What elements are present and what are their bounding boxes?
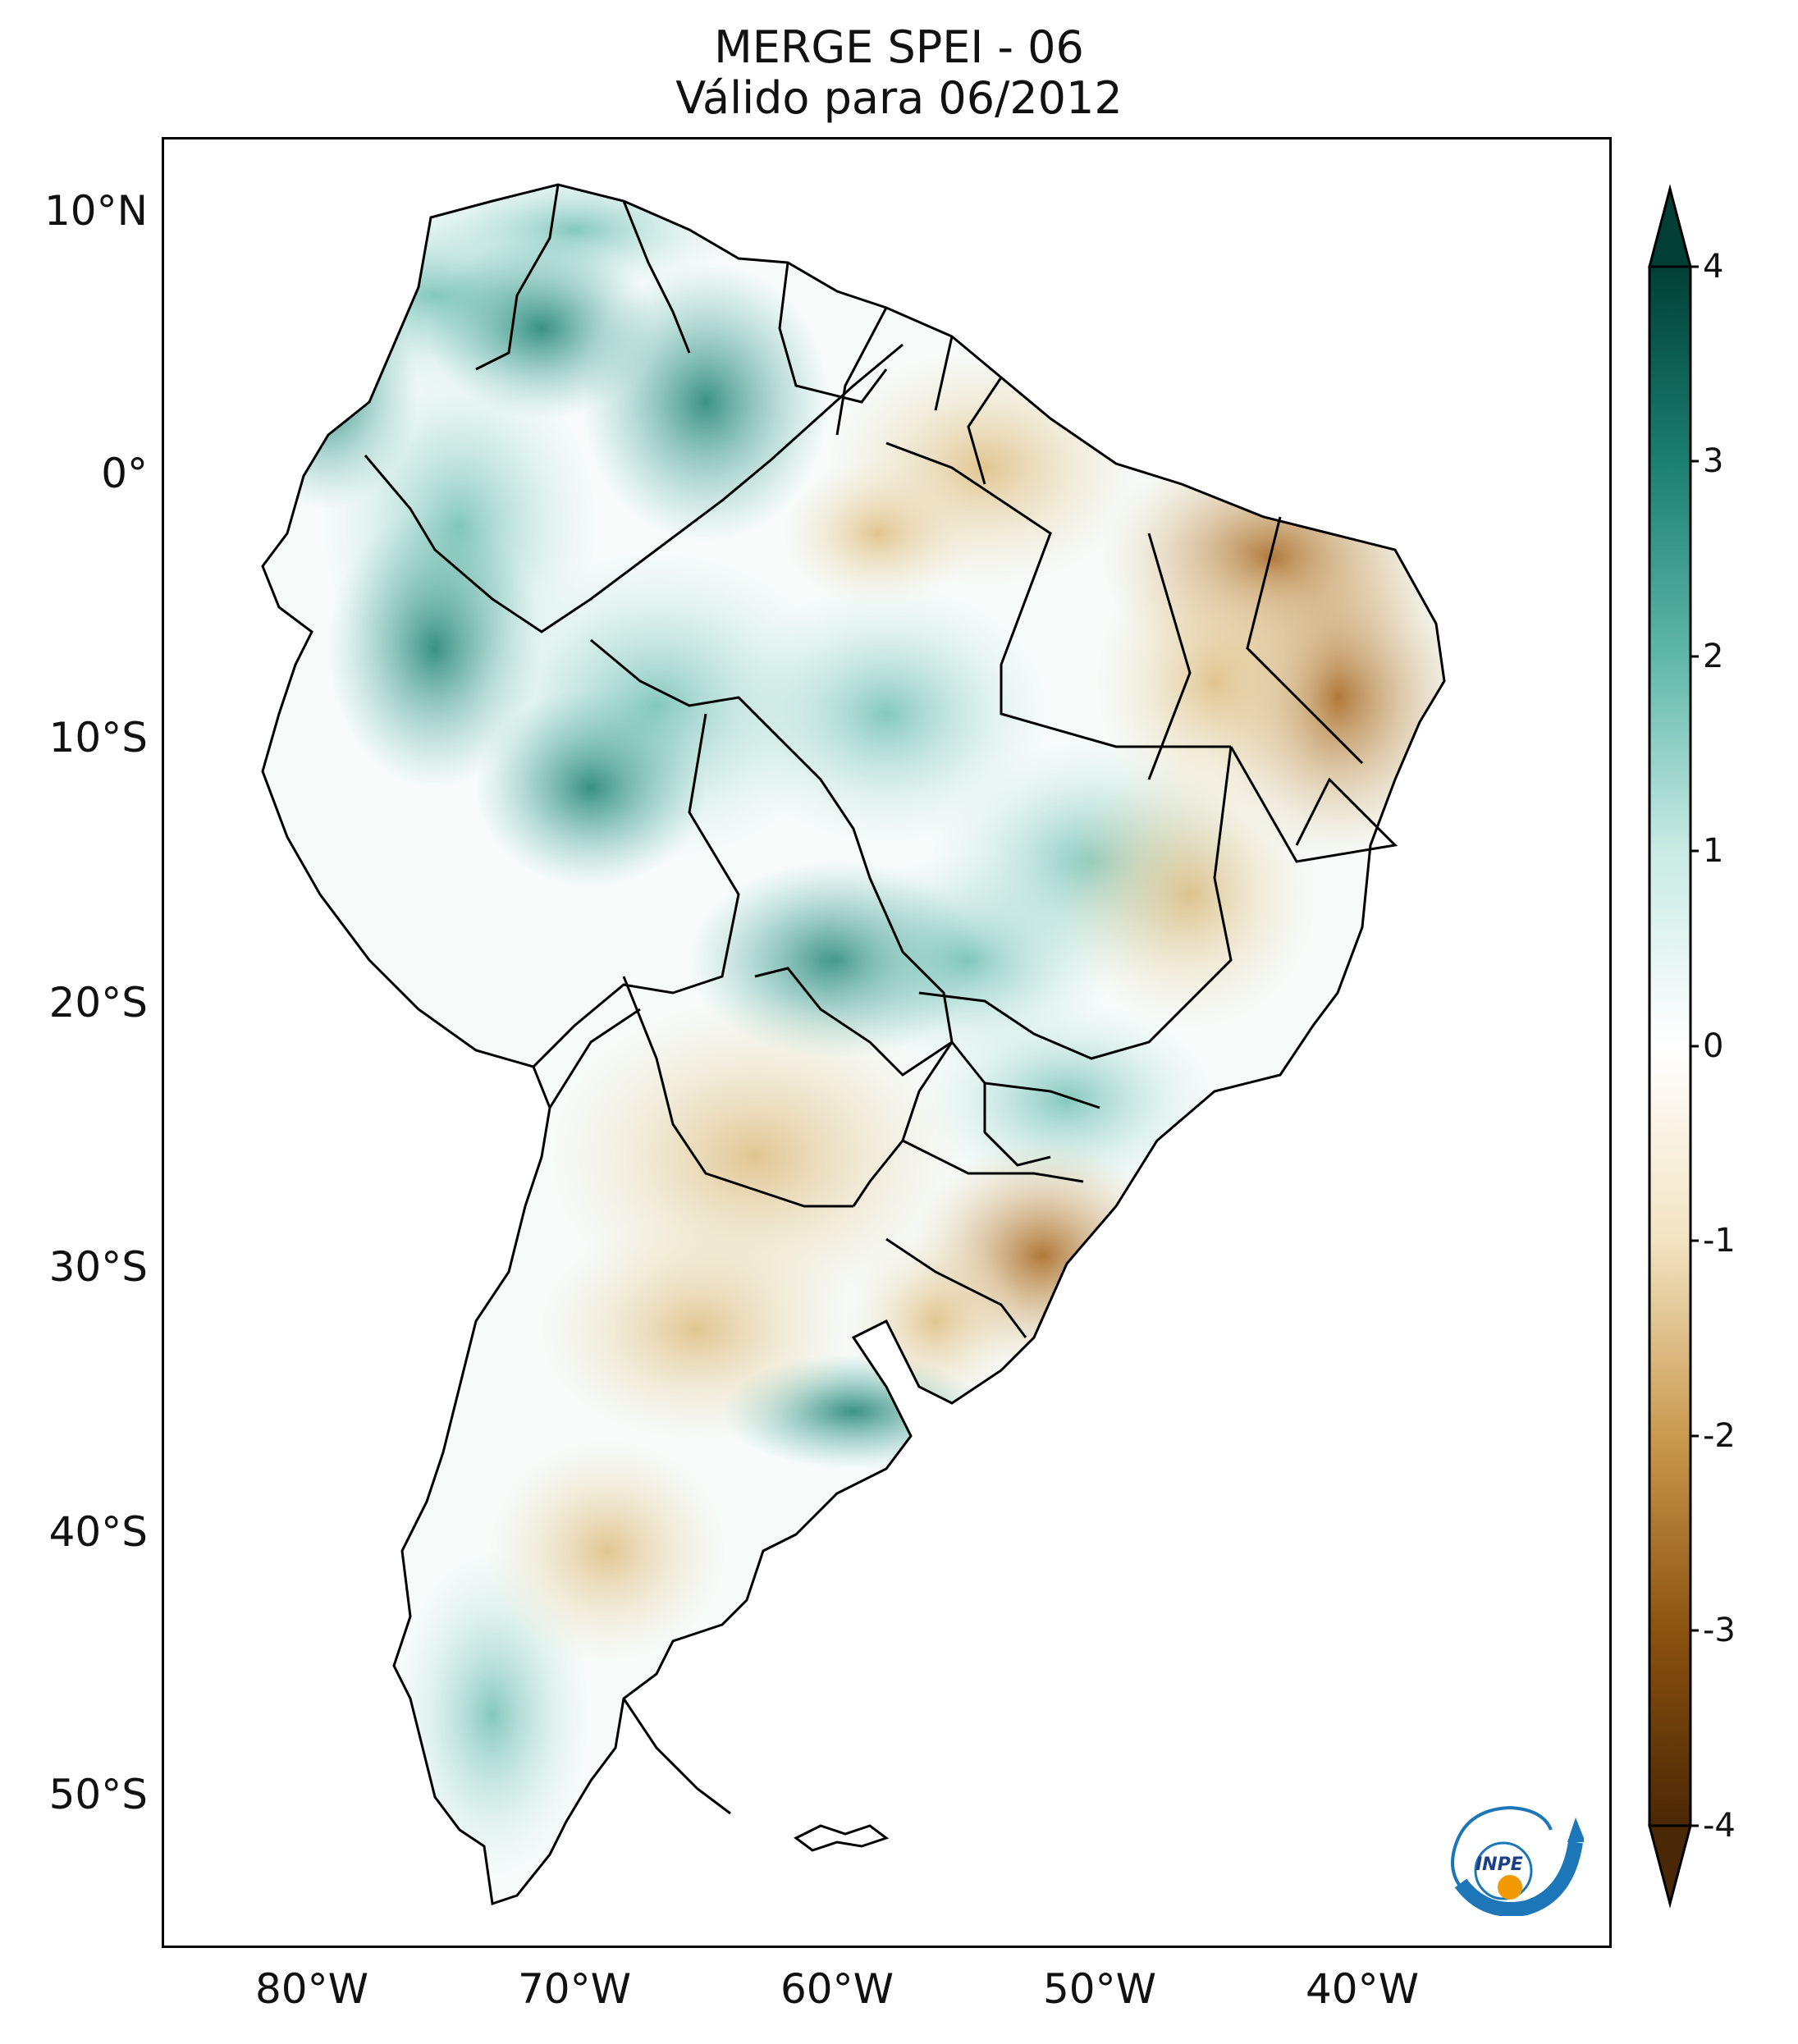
lon-label-40w: 40°W [1305, 1965, 1420, 2013]
colorbar-gradient [1648, 265, 1692, 1827]
colorbar-tick-neg4: -4 [1703, 1807, 1736, 1845]
logo-text: INPE [1475, 1854, 1523, 1875]
colorbar-tick-4: 4 [1703, 248, 1724, 286]
colorbar-tick-1: 1 [1703, 832, 1724, 870]
lat-label-10n: 10°N [43, 187, 148, 235]
lat-label-50s: 50°S [48, 1771, 148, 1818]
map-panel [162, 137, 1612, 1948]
colorbar [1648, 184, 1699, 1909]
lon-label-80w: 80°W [254, 1965, 369, 2013]
colorbar-tick-2: 2 [1703, 638, 1724, 675]
colorbar-tick-neg2: -2 [1703, 1417, 1736, 1455]
colorbar-extend-min [1648, 1824, 1692, 1909]
falkland-islands [794, 1824, 890, 1852]
colorbar-extend-max [1648, 184, 1692, 268]
map-canvas [261, 183, 1446, 1905]
colorbar-tick-neg1: -1 [1703, 1222, 1736, 1260]
lon-label-70w: 70°W [517, 1965, 632, 2013]
lat-label-30s: 30°S [48, 1243, 148, 1291]
boundaries [261, 183, 1446, 1905]
lat-label-10s: 10°S [48, 714, 148, 761]
colorbar-tick-3: 3 [1703, 442, 1724, 480]
lat-label-0: 0° [101, 450, 148, 497]
map-subtitle: Válido para 06/2012 [675, 72, 1123, 124]
lat-label-20s: 20°S [48, 979, 148, 1027]
inpe-logo: INPE [1451, 1805, 1584, 1916]
colorbar-tick-neg3: -3 [1703, 1612, 1736, 1649]
colorbar-tick-0: 0 [1703, 1027, 1724, 1065]
lon-label-50w: 50°W [1042, 1965, 1157, 2013]
map-title: MERGE SPEI - 06 [714, 21, 1084, 73]
lon-label-60w: 60°W [780, 1965, 894, 2013]
lat-label-40s: 40°S [48, 1508, 148, 1556]
